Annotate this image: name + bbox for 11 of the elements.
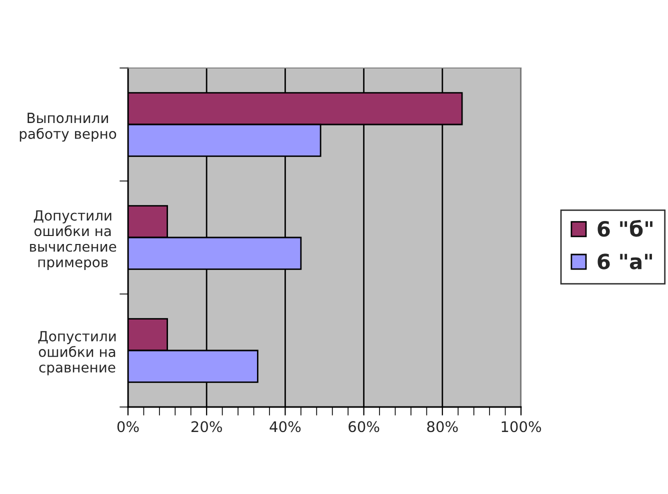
y-tick-label: Выполнили работу верно: [20, 112, 116, 142]
y-tick-label: Допустили ошибки на сравнение: [38, 331, 116, 376]
x-tick-label: 60%: [348, 421, 380, 432]
x-tick-label: 40%: [270, 421, 301, 432]
y-tick-label: Допустили ошибки на вычисление примеров: [30, 210, 116, 270]
x-tick-label: 0%: [117, 421, 139, 432]
x-tick-label: 100%: [502, 421, 542, 432]
x-tick-label: 80%: [427, 421, 458, 432]
legend-label: 6 "а": [598, 254, 652, 270]
legend-label: 6 "б": [598, 220, 652, 237]
x-tick-label: 20%: [191, 421, 222, 432]
